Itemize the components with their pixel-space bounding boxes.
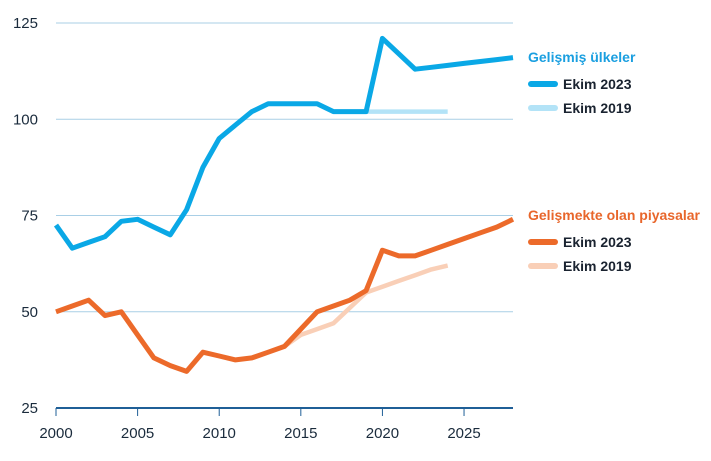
series-line-emerging-2019 xyxy=(283,263,449,349)
legend-item-advanced-2019: Ekim 2019 xyxy=(528,96,635,120)
y-tick-label-25: 25 xyxy=(21,400,38,417)
legend-label-advanced-2023: Ekim 2023 xyxy=(563,76,632,92)
legend-swatch-advanced-2023 xyxy=(528,81,558,87)
legend-title-advanced: Gelişmiş ülkeler xyxy=(528,49,636,65)
legend-title-emerging: Gelişmekte olan piyasalar xyxy=(528,207,700,223)
x-tick-label-2000: 2000 xyxy=(39,425,72,442)
legend-label-advanced-2019: Ekim 2019 xyxy=(563,100,632,116)
legend-label-emerging-2019: Ekim 2019 xyxy=(563,258,632,274)
legend-item-emerging-2023: Ekim 2023 xyxy=(528,230,700,254)
legend-item-emerging-2019: Ekim 2019 xyxy=(528,254,700,278)
y-tick-label-75: 75 xyxy=(21,208,38,225)
legend-emerging: Gelişmekte olan piyasalar Ekim 2023 Ekim… xyxy=(528,207,700,278)
x-tick-label-2015: 2015 xyxy=(284,425,317,442)
legend-swatch-emerging-2019 xyxy=(528,263,558,269)
x-tick-label-2005: 2005 xyxy=(121,425,154,442)
series-line-emerging-2023 xyxy=(55,217,515,374)
legend-advanced: Gelişmiş ülkeler Ekim 2023 Ekim 2019 xyxy=(528,49,635,120)
x-tick-label-2025: 2025 xyxy=(447,425,480,442)
x-tick-label-2020: 2020 xyxy=(366,425,399,442)
legend-swatch-advanced-2019 xyxy=(528,105,558,111)
series-line-advanced-2023 xyxy=(53,35,514,251)
y-tick-label-100: 100 xyxy=(13,111,38,128)
x-tick-label-2010: 2010 xyxy=(203,425,236,442)
y-tick-label-50: 50 xyxy=(21,304,38,321)
legend-label-emerging-2023: Ekim 2023 xyxy=(563,234,632,250)
legend-swatch-emerging-2023 xyxy=(528,239,558,245)
legend-item-advanced-2023: Ekim 2023 xyxy=(528,72,635,96)
y-tick-label-125: 125 xyxy=(13,15,38,32)
